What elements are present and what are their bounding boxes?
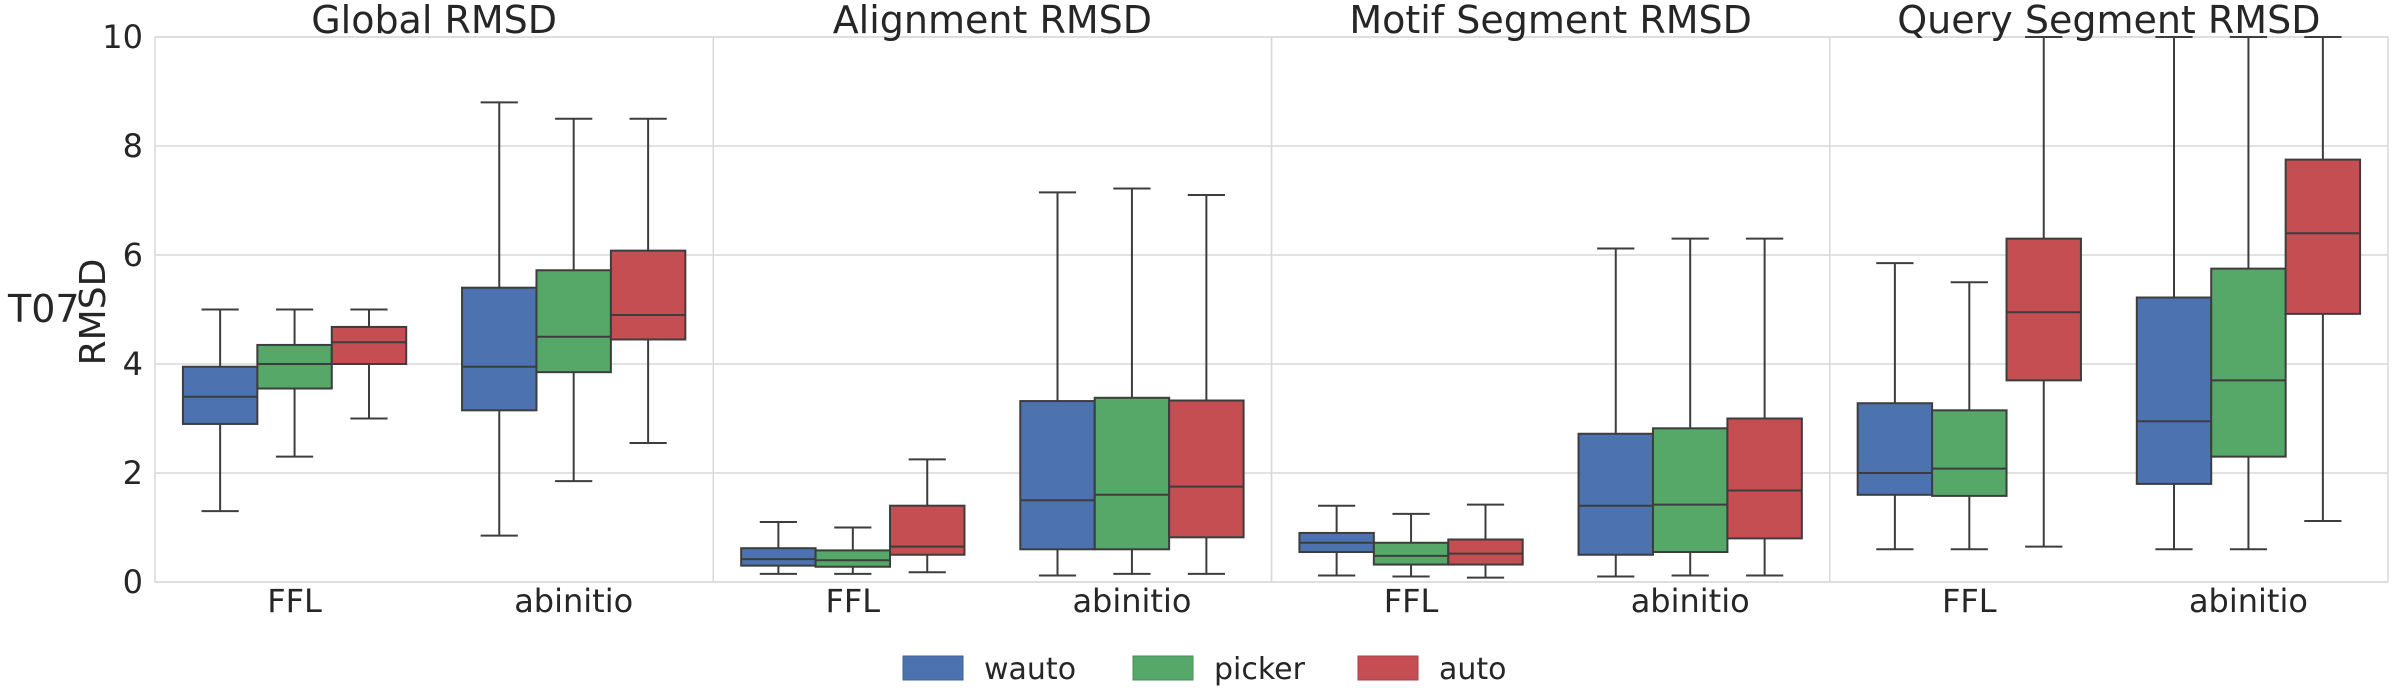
box-auto-FFL xyxy=(1447,503,1524,579)
iqr-box xyxy=(609,249,687,341)
iqr-box xyxy=(1856,402,1934,496)
iqr-box xyxy=(330,325,408,366)
box-picker-abinitio xyxy=(535,117,612,483)
x-tick-label: abinitio xyxy=(2189,582,2308,620)
box-wauto-FFL xyxy=(1298,504,1375,577)
legend-label: picker xyxy=(1214,652,1306,687)
box-wauto-abinitio xyxy=(1019,191,1096,577)
box-auto-FFL xyxy=(2005,36,2082,548)
legend-item-wauto: wauto xyxy=(902,652,1076,687)
panel-frame xyxy=(1829,36,2389,583)
box-auto-FFL xyxy=(889,458,966,574)
box-wauto-abinitio xyxy=(461,101,538,537)
x-tick-label: FFL xyxy=(267,582,322,620)
legend-item-auto: auto xyxy=(1357,652,1507,687)
x-tick-label: abinitio xyxy=(1072,582,1191,620)
x-tick-label: FFL xyxy=(1384,582,1439,620)
panel-4: Query Segment RMSD FFL abinitio xyxy=(1829,0,2389,620)
iqr-box xyxy=(2005,237,2082,382)
y-tick-label: 10 xyxy=(102,18,143,56)
iqr-box xyxy=(740,547,817,567)
y-tick-label: 4 xyxy=(123,345,143,383)
x-tick-label: abinitio xyxy=(514,582,633,620)
x-tick-label: FFL xyxy=(1942,582,1997,620)
iqr-box xyxy=(814,549,892,568)
iqr-box xyxy=(2135,296,2213,485)
iqr-box xyxy=(1168,399,1245,539)
iqr-box xyxy=(1019,400,1096,551)
iqr-box xyxy=(181,365,259,425)
box-wauto-FFL xyxy=(181,308,259,513)
legend-swatch xyxy=(902,655,964,681)
legend: wauto picker auto xyxy=(902,652,1507,687)
box-auto-abinitio xyxy=(609,117,687,445)
box-auto-abinitio xyxy=(1726,237,1803,577)
y-tick-label: 6 xyxy=(123,236,143,274)
box-auto-abinitio xyxy=(1168,194,1245,575)
iqr-box xyxy=(1093,396,1171,551)
panel-title: Query Segment RMSD xyxy=(1897,0,2320,42)
iqr-box xyxy=(1577,432,1654,556)
iqr-box xyxy=(1651,427,1729,554)
legend-swatch xyxy=(1357,655,1419,681)
x-tick-label: abinitio xyxy=(1631,582,1750,620)
row-label: T07 xyxy=(7,287,80,331)
iqr-box xyxy=(1447,538,1524,566)
legend-item-picker: picker xyxy=(1132,652,1306,687)
y-axis-label: RMSD xyxy=(73,259,114,366)
y-tick-label: 8 xyxy=(123,127,143,165)
box-picker-abinitio xyxy=(2210,36,2287,551)
y-tick-label: 2 xyxy=(123,454,143,492)
x-tick-label: FFL xyxy=(825,582,880,620)
panel-1: Global RMSD FFL abinitio xyxy=(154,0,714,620)
legend-swatch xyxy=(1132,655,1194,681)
box-picker-abinitio xyxy=(1093,187,1171,575)
box-wauto-FFL xyxy=(1856,262,1934,551)
box-auto-FFL xyxy=(330,308,408,420)
box-wauto-abinitio xyxy=(1577,247,1654,578)
panel-title: Alignment RMSD xyxy=(833,0,1152,42)
panel-3: Motif Segment RMSD FFL abinitio xyxy=(1270,0,1831,620)
iqr-box xyxy=(1726,417,1803,540)
legend-label: auto xyxy=(1439,652,1507,687)
panel-2: Alignment RMSD FFL abinitio xyxy=(712,0,1273,620)
panel-title: Motif Segment RMSD xyxy=(1349,0,1752,42)
box-auto-abinitio xyxy=(2284,36,2362,522)
iqr-box xyxy=(256,343,333,390)
legend-label: wauto xyxy=(984,652,1076,687)
iqr-box xyxy=(535,269,612,374)
box-picker-FFL xyxy=(256,308,333,458)
box-wauto-abinitio xyxy=(2135,36,2213,551)
iqr-box xyxy=(1931,409,2008,497)
y-tick-label: 0 xyxy=(123,563,143,601)
box-picker-abinitio xyxy=(1651,237,1729,577)
box-picker-FFL xyxy=(814,526,892,575)
iqr-box xyxy=(1372,541,1450,566)
box-picker-FFL xyxy=(1931,281,2008,551)
box-wauto-FFL xyxy=(740,521,817,575)
panel-title: Global RMSD xyxy=(311,0,557,42)
iqr-box xyxy=(2210,267,2287,458)
iqr-box xyxy=(461,286,538,412)
box-picker-FFL xyxy=(1372,512,1450,578)
iqr-box xyxy=(2284,158,2362,315)
